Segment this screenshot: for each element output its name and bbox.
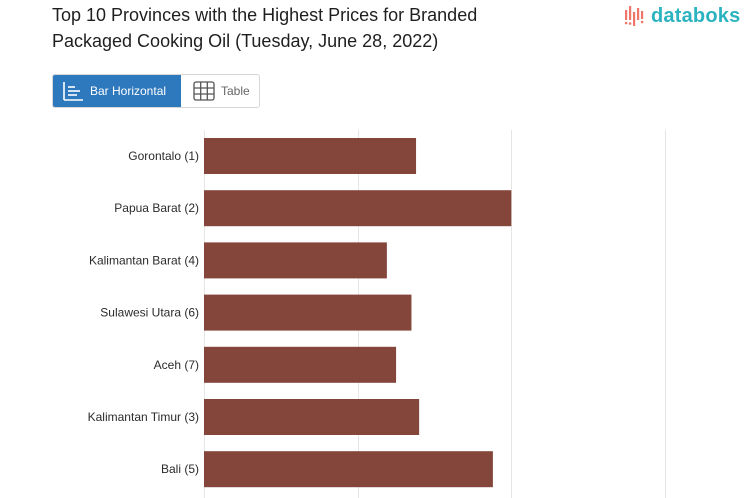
bar-horizontal-label: Bar Horizontal (90, 84, 167, 98)
bar-1[interactable] (204, 190, 512, 227)
bar-0[interactable] (204, 138, 417, 174)
chart-title-line-1: Top 10 Provinces with the Highest Prices… (52, 5, 478, 25)
category-label-3: Sulawesi Utara (6) (100, 306, 199, 320)
bar-2[interactable] (204, 242, 387, 279)
category-label-5: Kalimantan Timur (3) (88, 410, 199, 424)
databoks-logo[interactable]: databoks (624, 3, 740, 29)
bar-horizontal-icon (62, 81, 84, 101)
category-label-0: Gorontalo (1) (128, 149, 199, 163)
table-button[interactable]: Table (181, 75, 259, 107)
chart-title: Top 10 Provinces with the Highest Prices… (52, 2, 592, 54)
category-label-4: Aceh (7) (154, 358, 199, 372)
chart-title-line-2: Packaged Cooking Oil (Tuesday, June 28, … (52, 31, 439, 51)
bar-6[interactable] (204, 451, 493, 488)
bar-4[interactable] (204, 346, 397, 383)
view-toggle: Bar Horizontal Table (52, 74, 260, 108)
bar-5[interactable] (204, 399, 420, 435)
databoks-logo-text: databoks (651, 5, 741, 27)
category-label-6: Bali (5) (161, 462, 199, 476)
bar-3[interactable] (204, 294, 412, 331)
databoks-logo-icon (624, 6, 644, 26)
category-label-2: Kalimantan Barat (4) (89, 253, 199, 267)
category-label-1: Papua Barat (2) (114, 201, 199, 215)
table-label: Table (221, 84, 250, 98)
table-icon (193, 81, 215, 101)
bar-horizontal-button[interactable]: Bar Horizontal (53, 75, 181, 107)
